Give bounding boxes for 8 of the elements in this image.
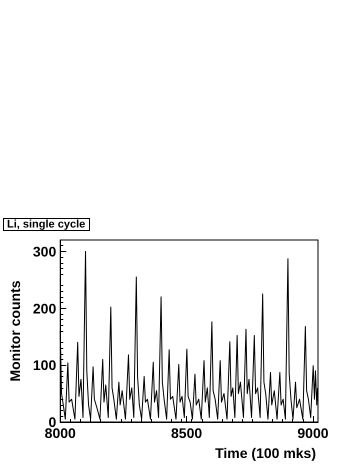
x-tick-label: 8500 [171, 425, 202, 441]
y-tick-label: 100 [32, 357, 56, 374]
y-tick-label: 300 [32, 243, 56, 260]
y-tick-label: 200 [32, 300, 56, 316]
chart-title: Li, single cycle [7, 218, 86, 230]
y-axis-title: Monitor counts [7, 280, 23, 382]
x-axis-title: Time (100 mks) [215, 445, 316, 461]
x-tick-label: 9000 [297, 425, 329, 441]
